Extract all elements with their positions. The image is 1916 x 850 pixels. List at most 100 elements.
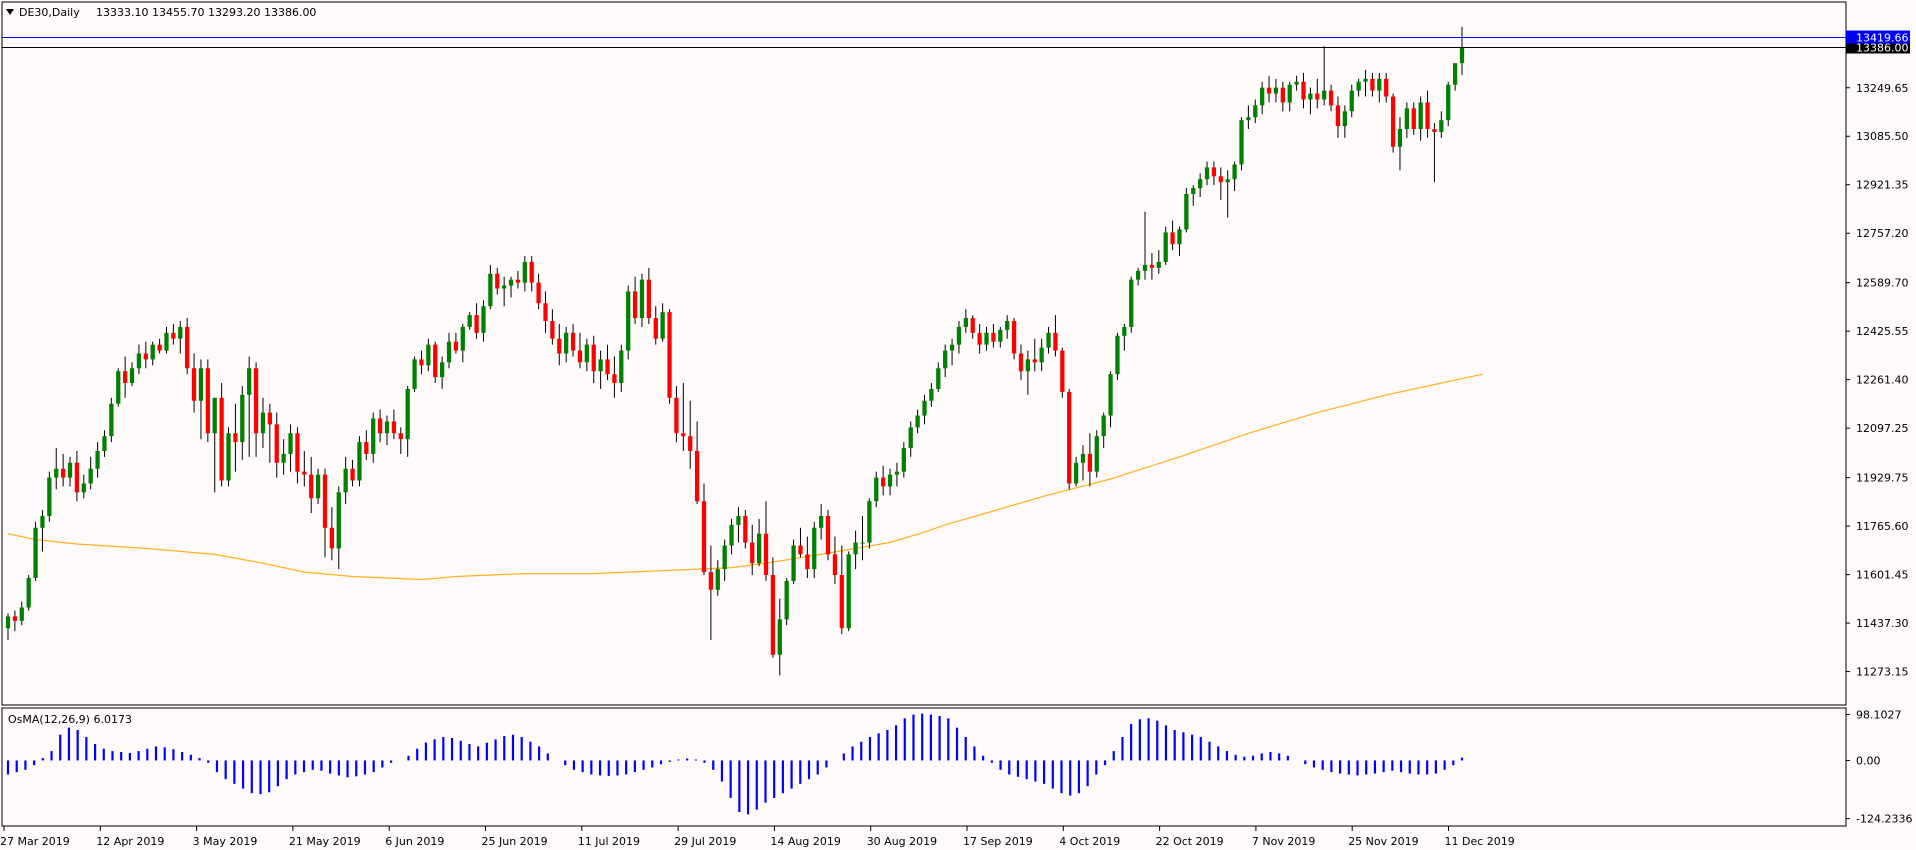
- candle: [267, 403, 272, 463]
- candle: [419, 350, 424, 375]
- candle: [674, 385, 679, 443]
- candle: [963, 309, 968, 333]
- candle: [205, 359, 210, 443]
- candle: [343, 456, 348, 505]
- candle: [322, 468, 328, 558]
- candle: [295, 427, 300, 484]
- time-axis: 27 Mar 2019 12 Apr 2019 3 May 2019 21 May 2…: [0, 826, 1515, 848]
- osma-panel[interactable]: [1, 707, 1847, 827]
- candle: [1446, 81, 1451, 127]
- candle: [19, 601, 24, 626]
- candle: [632, 276, 638, 324]
- candle: [1177, 226, 1182, 257]
- candle: [881, 465, 886, 496]
- candle: [743, 510, 748, 549]
- candle: [1397, 117, 1403, 171]
- candle: [253, 362, 259, 457]
- time-tick-label: 17 Sep 2019: [963, 835, 1033, 848]
- candle: [260, 397, 266, 449]
- candle: [405, 385, 410, 457]
- candle: [1246, 105, 1251, 130]
- candle: [219, 383, 224, 487]
- candle: [315, 468, 321, 505]
- time-tick-label: 21 May 2019: [289, 835, 361, 848]
- candle: [1053, 315, 1058, 357]
- candle: [1452, 63, 1458, 91]
- candle: [1046, 326, 1051, 354]
- candle: [791, 539, 796, 584]
- candle: [88, 456, 93, 490]
- price-tick-label: 12425.55: [1856, 325, 1909, 338]
- candle: [832, 536, 838, 584]
- candle: [288, 424, 293, 472]
- candle: [164, 326, 169, 354]
- candle: [1273, 78, 1279, 103]
- candle: [412, 356, 417, 392]
- price-tick-label: 13085.50: [1856, 130, 1909, 143]
- candle: [309, 456, 314, 514]
- candle: [453, 332, 459, 354]
- candle: [777, 598, 782, 676]
- candle: [557, 323, 562, 366]
- candle: [150, 341, 155, 366]
- candle: [1384, 72, 1389, 103]
- candle: [736, 507, 741, 543]
- candle: [1349, 84, 1354, 118]
- candle: [1301, 72, 1306, 109]
- time-tick-label: 22 Oct 2019: [1156, 835, 1224, 848]
- candle: [860, 515, 865, 561]
- candle: [694, 421, 700, 505]
- candle: [391, 409, 397, 440]
- candle: [171, 323, 176, 345]
- candle: [515, 270, 521, 289]
- candle: [756, 518, 762, 567]
- candle: [887, 468, 893, 496]
- candle: [825, 510, 831, 561]
- candle: [102, 430, 107, 457]
- candle: [660, 303, 665, 342]
- price-levels-layer: [2, 37, 1846, 48]
- candle: [564, 326, 569, 363]
- time-tick-label: 25 Nov 2019: [1348, 835, 1418, 848]
- candle: [143, 341, 148, 369]
- candle: [446, 332, 452, 369]
- candle: [33, 521, 38, 581]
- candle: [226, 427, 231, 487]
- time-tick-label: 3 May 2019: [193, 835, 258, 848]
- candle: [956, 321, 962, 354]
- candle: [1404, 102, 1410, 138]
- candle: [536, 273, 541, 310]
- candle: [1039, 338, 1044, 372]
- bid-price-box: [1846, 30, 1910, 44]
- candle: [508, 276, 514, 298]
- candle: [502, 276, 507, 307]
- candle: [26, 575, 31, 611]
- candle: [729, 518, 734, 555]
- time-tick-label: 4 Oct 2019: [1059, 835, 1120, 848]
- candle: [943, 344, 948, 378]
- candle: [233, 403, 238, 472]
- candle: [1184, 188, 1189, 233]
- candle: [867, 498, 872, 549]
- candle: [1232, 161, 1237, 192]
- candle: [853, 530, 858, 570]
- candle: [1198, 173, 1203, 197]
- candle: [191, 353, 197, 413]
- time-tick-label: 6 Jun 2019: [385, 835, 444, 848]
- price-panel[interactable]: [1, 1, 1847, 706]
- chart-menu-arrow-icon[interactable]: [6, 9, 14, 15]
- candle: [770, 557, 776, 658]
- candle: [639, 273, 645, 327]
- chart-ohlc: 13333.10 13455.70 13293.20 13386.00: [96, 6, 316, 19]
- candle: [460, 323, 465, 363]
- candle: [1328, 84, 1334, 112]
- price-tick-label: 11929.75: [1856, 472, 1909, 485]
- candle: [591, 335, 596, 384]
- candle: [302, 450, 307, 487]
- candle: [357, 436, 362, 487]
- candle: [240, 385, 245, 460]
- candle: [371, 412, 376, 463]
- price-tick-label: 12757.20: [1856, 227, 1909, 240]
